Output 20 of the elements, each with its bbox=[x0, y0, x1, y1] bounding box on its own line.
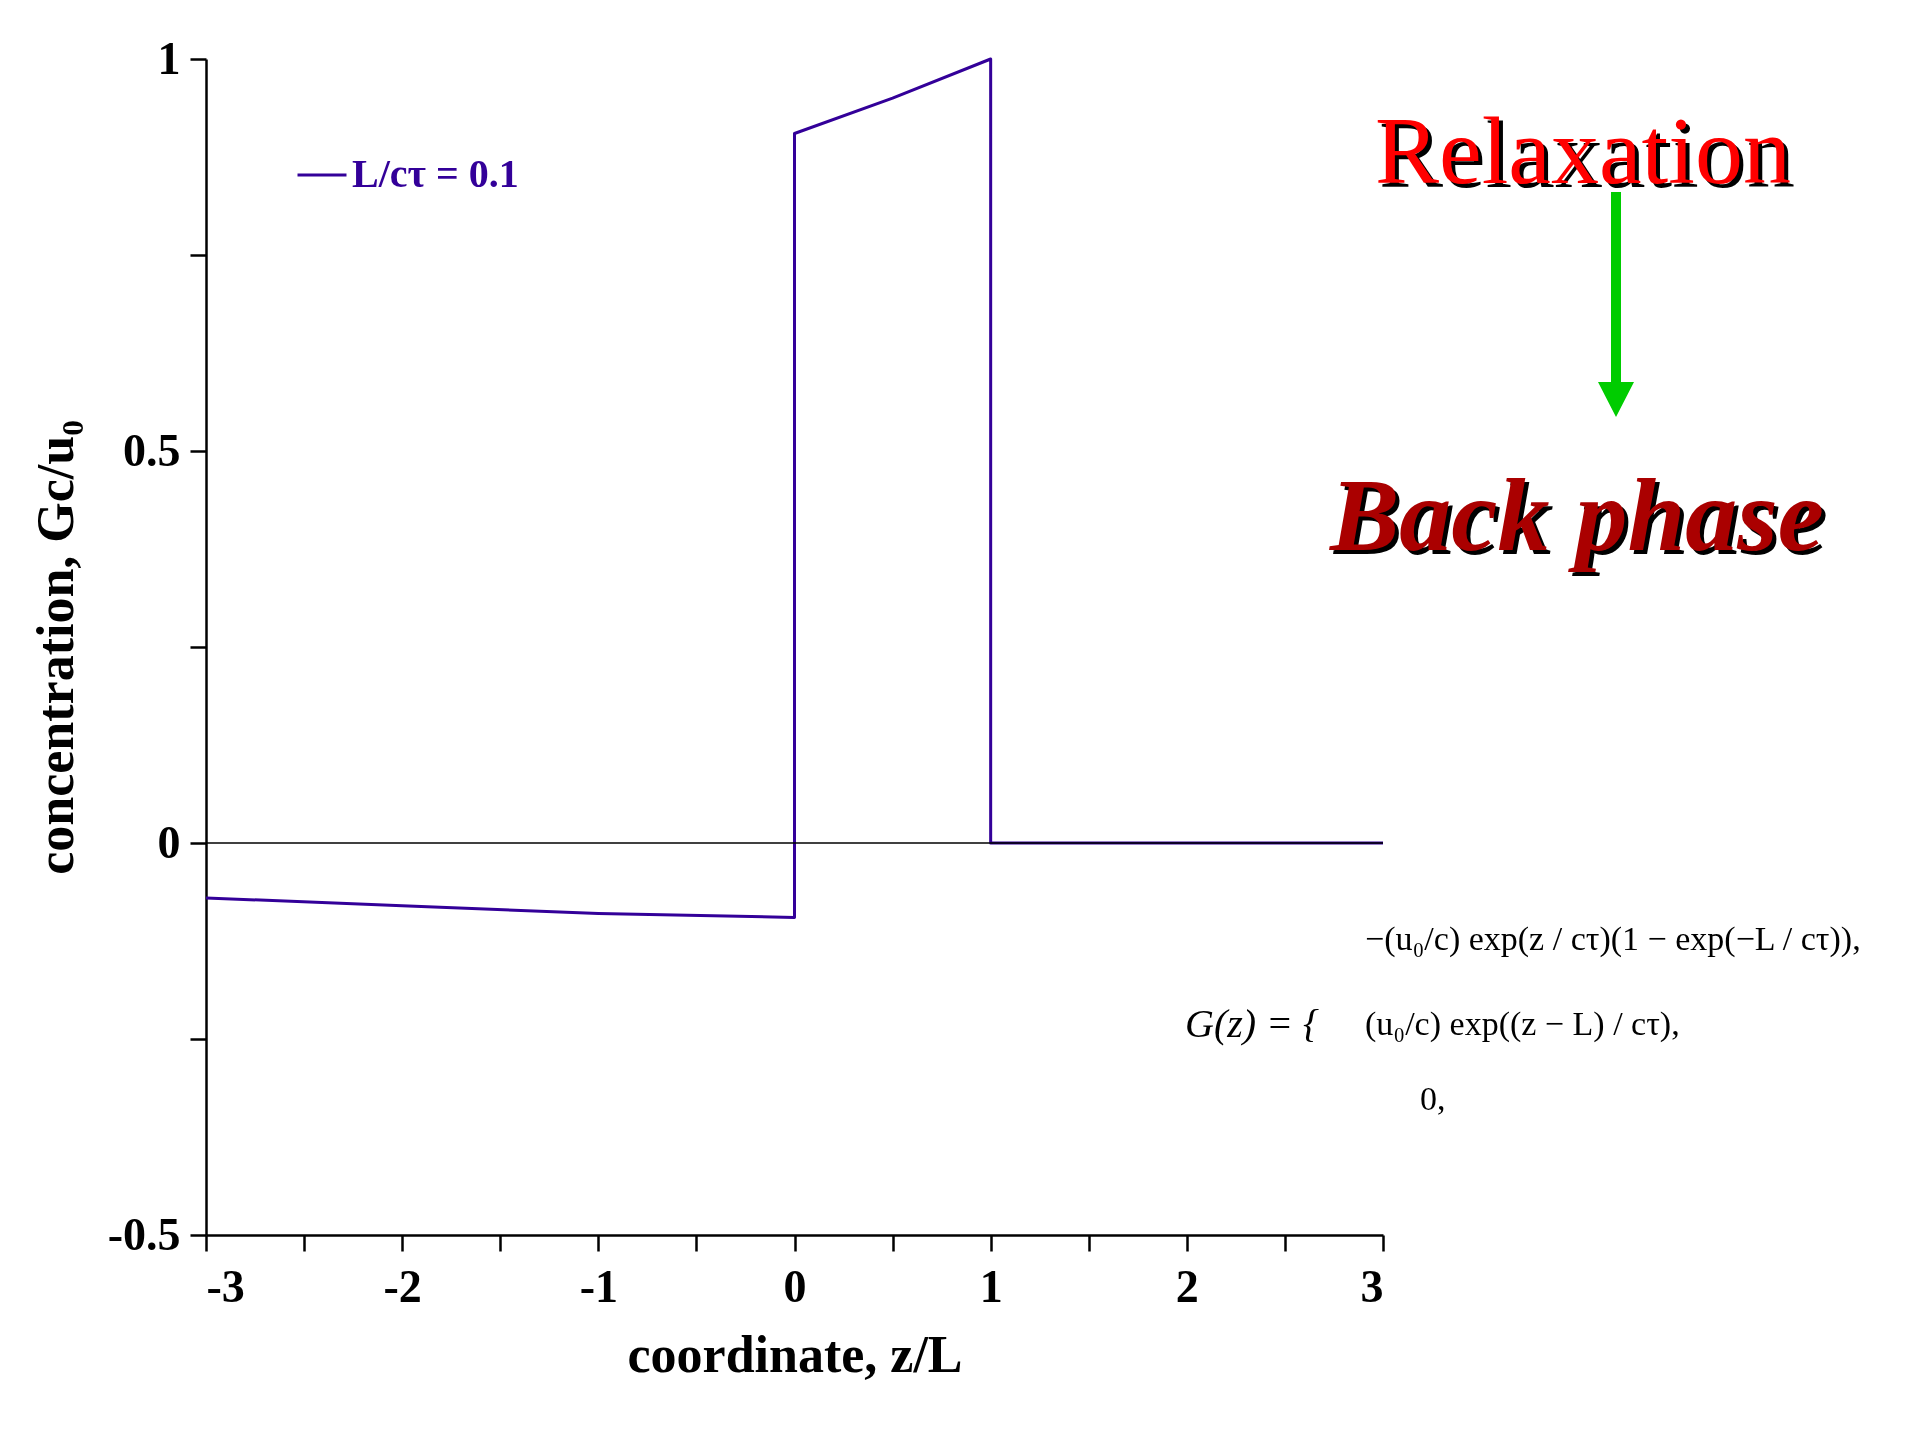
annotation: −(u₀/c) exp(z / cτ)(1 − exp(−L / cτ)), bbox=[1365, 920, 1861, 958]
y-tick-label: 0.5 bbox=[123, 424, 181, 476]
text: 0, bbox=[1420, 1080, 1446, 1118]
y-tick-label: -0.5 bbox=[107, 1208, 181, 1260]
x-tick-label: -2 bbox=[383, 1260, 422, 1312]
x-tick-label: 1 bbox=[979, 1260, 1003, 1312]
annotation: Relaxation bbox=[1375, 96, 1791, 206]
x-tick-label: -1 bbox=[579, 1260, 618, 1312]
annotation: G(z) = { bbox=[1185, 1000, 1320, 1047]
legend-label: L/cτ = 0.1 bbox=[352, 151, 519, 196]
x-tick-label: 0 bbox=[783, 1260, 807, 1312]
x-tick-label: 2 bbox=[1175, 1260, 1199, 1312]
y-tick-label: 1 bbox=[157, 32, 181, 84]
annotation: Back phase bbox=[1330, 456, 1824, 574]
annotation: (u₀/c) exp((z − L) / cτ), bbox=[1365, 1005, 1680, 1043]
x-tick-label: 3 bbox=[1360, 1260, 1384, 1312]
x-tick-label: -3 bbox=[206, 1260, 245, 1312]
y-axis-title: concentration, Gc/u₀ bbox=[26, 420, 84, 875]
x-axis-title: coordinate, z/L bbox=[627, 1325, 963, 1383]
y-tick-label: 0 bbox=[157, 816, 181, 868]
